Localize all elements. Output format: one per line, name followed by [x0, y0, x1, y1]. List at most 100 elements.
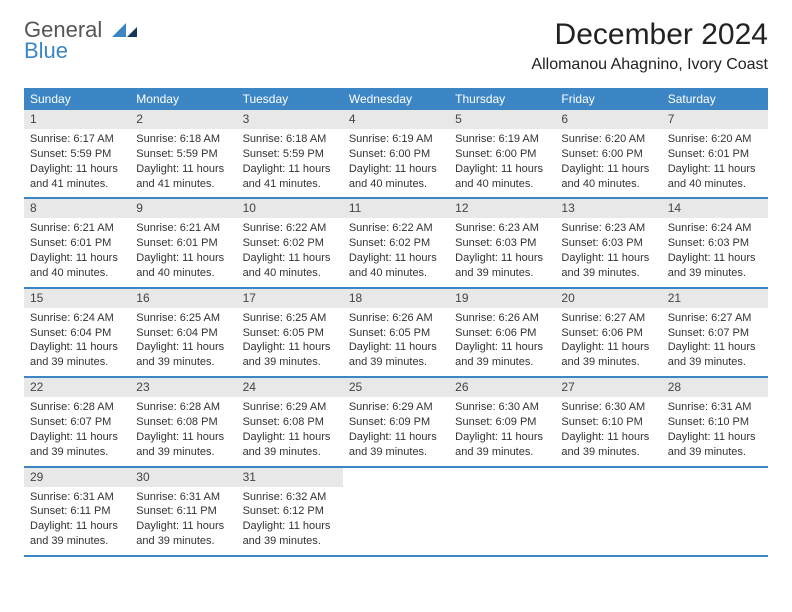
daylight-line: Daylight: 11 hours and 39 minutes.	[243, 340, 339, 370]
day-number: 15	[24, 289, 130, 308]
sunset-line: Sunset: 6:05 PM	[243, 326, 339, 341]
daylight-line: Daylight: 11 hours and 39 minutes.	[455, 340, 551, 370]
day-number: 5	[449, 110, 555, 129]
sunrise-line: Sunrise: 6:19 AM	[349, 132, 445, 147]
calendar-day: 2Sunrise: 6:18 AMSunset: 5:59 PMDaylight…	[130, 110, 236, 197]
daylight-line: Daylight: 11 hours and 40 minutes.	[349, 251, 445, 281]
sunrise-line: Sunrise: 6:31 AM	[30, 490, 126, 505]
weekday-header: Monday	[130, 88, 236, 110]
day-number: 26	[449, 378, 555, 397]
sunrise-line: Sunrise: 6:21 AM	[136, 221, 232, 236]
sunset-line: Sunset: 6:07 PM	[668, 326, 764, 341]
sunset-line: Sunset: 6:04 PM	[30, 326, 126, 341]
sunrise-line: Sunrise: 6:17 AM	[30, 132, 126, 147]
weekday-header: Friday	[555, 88, 661, 110]
daylight-line: Daylight: 11 hours and 39 minutes.	[561, 430, 657, 460]
daylight-line: Daylight: 11 hours and 40 minutes.	[455, 162, 551, 192]
calendar-day: 18Sunrise: 6:26 AMSunset: 6:05 PMDayligh…	[343, 289, 449, 376]
calendar-day: 8Sunrise: 6:21 AMSunset: 6:01 PMDaylight…	[24, 199, 130, 286]
calendar-day: 6Sunrise: 6:20 AMSunset: 6:00 PMDaylight…	[555, 110, 661, 197]
day-number: 16	[130, 289, 236, 308]
day-body: Sunrise: 6:28 AMSunset: 6:07 PMDaylight:…	[24, 400, 130, 459]
daylight-line: Daylight: 11 hours and 39 minutes.	[136, 430, 232, 460]
calendar-day: 24 Sunrise: 6:29 AMSunset: 6:08 PMDayligh…	[237, 378, 343, 465]
day-number: 17	[237, 289, 343, 308]
day-number: 21	[662, 289, 768, 308]
daylight-line: Daylight: 11 hours and 39 minutes.	[349, 340, 445, 370]
daylight-line: Daylight: 11 hours and 39 minutes.	[136, 340, 232, 370]
daylight-line: Daylight: 11 hours and 39 minutes.	[561, 340, 657, 370]
title-block: December 2024 Allomanou Ahagnino, Ivory …	[531, 18, 768, 74]
daylight-line: Daylight: 11 hours and 39 minutes.	[668, 251, 764, 281]
day-body: Sunrise: 6:22 AMSunset: 6:02 PMDaylight:…	[237, 221, 343, 280]
logo-mark-icon	[112, 18, 138, 41]
sunrise-line: Sunrise: 6:28 AM	[30, 400, 126, 415]
calendar-day: 29Sunrise: 6:31 AMSunset: 6:11 PMDayligh…	[24, 468, 130, 555]
daylight-line: Daylight: 11 hours and 39 minutes.	[561, 251, 657, 281]
calendar-day: 21Sunrise: 6:27 AMSunset: 6:07 PMDayligh…	[662, 289, 768, 376]
sunrise-line: Sunrise: 6:29 AM	[349, 400, 445, 415]
calendar-day-empty: .	[449, 468, 555, 555]
daylight-line: Daylight: 11 hours and 41 minutes.	[136, 162, 232, 192]
sunset-line: Sunset: 6:01 PM	[136, 236, 232, 251]
day-body: Sunrise: 6:25 AMSunset: 6:04 PMDaylight:…	[130, 311, 236, 370]
calendar-week: 29Sunrise: 6:31 AMSunset: 6:11 PMDayligh…	[24, 468, 768, 557]
day-body: Sunrise: 6:18 AMSunset: 5:59 PMDaylight:…	[237, 132, 343, 191]
day-body: Sunrise: 6:30 AMSunset: 6:10 PMDaylight:…	[555, 400, 661, 459]
day-body: Sunrise: 6:29 AMSunset: 6:08 PMDaylight:…	[237, 400, 343, 459]
calendar-day: 28Sunrise: 6:31 AMSunset: 6:10 PMDayligh…	[662, 378, 768, 465]
logo-word-blue: Blue	[24, 39, 138, 62]
calendar-day-empty: .	[555, 468, 661, 555]
calendar-day: 23Sunrise: 6:28 AMSunset: 6:08 PMDayligh…	[130, 378, 236, 465]
daylight-line: Daylight: 11 hours and 40 minutes.	[561, 162, 657, 192]
sunset-line: Sunset: 5:59 PM	[136, 147, 232, 162]
calendar-day: 25Sunrise: 6:29 AMSunset: 6:09 PMDayligh…	[343, 378, 449, 465]
calendar-day: 15Sunrise: 6:24 AMSunset: 6:04 PMDayligh…	[24, 289, 130, 376]
calendar-day: 10Sunrise: 6:22 AMSunset: 6:02 PMDayligh…	[237, 199, 343, 286]
sunset-line: Sunset: 6:08 PM	[136, 415, 232, 430]
sunrise-line: Sunrise: 6:23 AM	[455, 221, 551, 236]
day-number: 13	[555, 199, 661, 218]
page-subtitle: Allomanou Ahagnino, Ivory Coast	[531, 56, 768, 74]
page-title: December 2024	[531, 18, 768, 52]
calendar-day: 11Sunrise: 6:22 AMSunset: 6:02 PMDayligh…	[343, 199, 449, 286]
sunrise-line: Sunrise: 6:25 AM	[136, 311, 232, 326]
day-number: 22	[24, 378, 130, 397]
calendar-day: 5Sunrise: 6:19 AMSunset: 6:00 PMDaylight…	[449, 110, 555, 197]
sunrise-line: Sunrise: 6:18 AM	[136, 132, 232, 147]
daylight-line: Daylight: 11 hours and 39 minutes.	[455, 430, 551, 460]
sunrise-line: Sunrise: 6:29 AM	[243, 400, 339, 415]
daylight-line: Daylight: 11 hours and 39 minutes.	[30, 519, 126, 549]
sunrise-line: Sunrise: 6:22 AM	[243, 221, 339, 236]
sunrise-line: Sunrise: 6:26 AM	[349, 311, 445, 326]
calendar-day: 19Sunrise: 6:26 AMSunset: 6:06 PMDayligh…	[449, 289, 555, 376]
sunrise-line: Sunrise: 6:24 AM	[30, 311, 126, 326]
sunrise-line: Sunrise: 6:20 AM	[561, 132, 657, 147]
day-number: 24	[237, 378, 343, 397]
sunset-line: Sunset: 5:59 PM	[30, 147, 126, 162]
sunset-line: Sunset: 6:00 PM	[349, 147, 445, 162]
calendar-week: 1Sunrise: 6:17 AMSunset: 5:59 PMDaylight…	[24, 110, 768, 199]
day-body: Sunrise: 6:21 AMSunset: 6:01 PMDaylight:…	[130, 221, 236, 280]
weekday-header: Sunday	[24, 88, 130, 110]
day-number: 3	[237, 110, 343, 129]
sunset-line: Sunset: 6:00 PM	[455, 147, 551, 162]
calendar-day: 26Sunrise: 6:30 AMSunset: 6:09 PMDayligh…	[449, 378, 555, 465]
calendar-week: 15 Sunrise: 6:24 AMSunset: 6:04 PM Dayligh…	[24, 289, 768, 378]
day-body: Sunrise: 6:26 AMSunset: 6:05 PMDaylight:…	[343, 311, 449, 370]
day-body: Sunrise: 6:21 AMSunset: 6:01 PMDaylight:…	[24, 221, 130, 280]
day-number: 11	[343, 199, 449, 218]
calendar-day: 22 Sunrise: 6:28 AMSunset: 6:07 PMDayligh…	[24, 378, 130, 465]
calendar-day: 30Sunrise: 6:31 AMSunset: 6:11 PMDayligh…	[130, 468, 236, 555]
day-body: Sunrise: 6:31 AMSunset: 6:10 PMDaylight:…	[662, 400, 768, 459]
calendar-day: 20Sunrise: 6:27 AMSunset: 6:06 PMDayligh…	[555, 289, 661, 376]
weekday-header-row: Sunday Monday Tuesday Wednesday Thursday…	[24, 88, 768, 110]
sunset-line: Sunset: 6:06 PM	[561, 326, 657, 341]
sunset-line: Sunset: 6:03 PM	[561, 236, 657, 251]
header: General Blue December 2024 Allomanou Aha…	[24, 18, 768, 74]
daylight-line: Daylight: 11 hours and 40 minutes.	[136, 251, 232, 281]
sunset-line: Sunset: 6:11 PM	[30, 504, 126, 519]
sunrise-line: Sunrise: 6:22 AM	[349, 221, 445, 236]
sunset-line: Sunset: 6:06 PM	[455, 326, 551, 341]
daylight-line: Daylight: 11 hours and 39 minutes.	[668, 430, 764, 460]
